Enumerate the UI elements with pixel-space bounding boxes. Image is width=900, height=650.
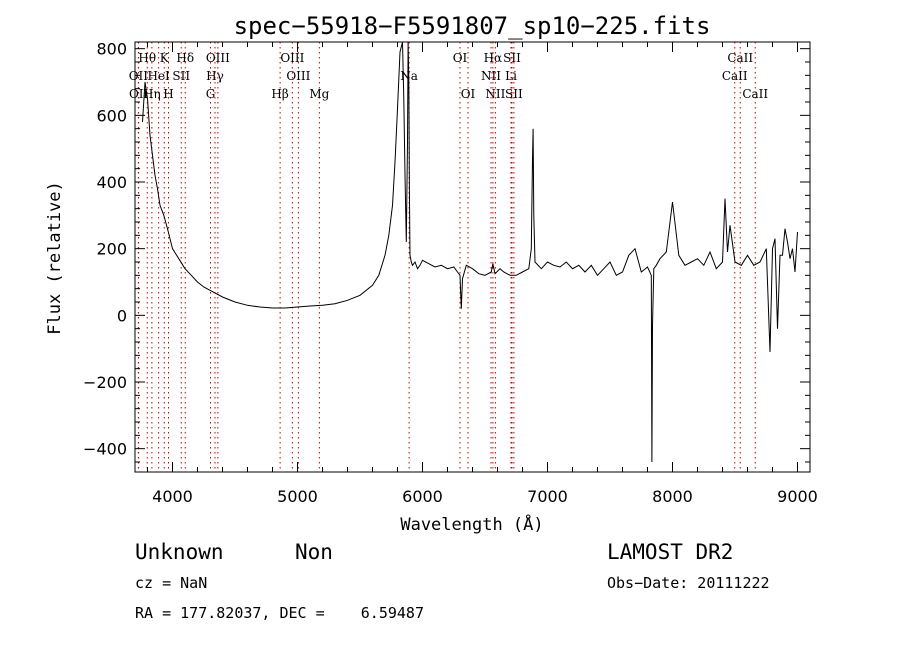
y-tick-label: −200: [83, 373, 127, 392]
y-axis: −400 −200 0 200 400 600 800: [83, 40, 810, 463]
coordinates: RA = 177.82037, DEC = 6.59487: [135, 604, 424, 622]
line-label: Mg: [309, 87, 329, 101]
y-tick-label: 800: [96, 40, 127, 59]
line-label: G: [206, 87, 216, 101]
line-label: NII: [481, 69, 501, 83]
x-axis: 4000 5000 6000 7000 8000 9000: [147, 42, 818, 506]
x-axis-label: Wavelength (Å): [400, 513, 543, 535]
line-label: OI: [461, 87, 476, 101]
line-label: SII: [503, 51, 521, 65]
x-tick-label: 7000: [527, 487, 568, 506]
y-tick-label: −400: [83, 440, 127, 459]
y-tick-label: 600: [96, 106, 127, 125]
line-label: Hδ: [176, 51, 194, 65]
obs-date: Obs−Date: 20111222: [607, 574, 770, 592]
line-label: Li: [505, 69, 517, 83]
line-label: CaII: [722, 69, 748, 83]
object-subclass: Non: [295, 540, 333, 564]
line-label: Hα: [484, 51, 503, 65]
line-label: Hβ: [271, 87, 288, 101]
y-tick-label: 200: [96, 240, 127, 259]
line-label: Hθ: [138, 51, 156, 65]
line-label: OI: [453, 51, 468, 65]
line-label: OIII: [286, 69, 310, 83]
line-label: CaII: [727, 51, 753, 65]
x-tick-label: 5000: [277, 487, 318, 506]
spectrum-line: [142, 41, 798, 463]
x-tick-label: 4000: [152, 487, 193, 506]
line-markers: [137, 42, 756, 472]
line-label: OIII: [206, 51, 230, 65]
line-label: K: [160, 51, 170, 65]
survey-name: LAMOST DR2: [607, 540, 734, 564]
object-class: Unknown: [135, 540, 224, 564]
x-tick-label: 9000: [777, 487, 818, 506]
line-label: H: [163, 87, 173, 101]
redshift-cz: cz = NaN: [135, 574, 208, 592]
line-label: SII: [172, 69, 190, 83]
line-label: Hγ: [206, 69, 224, 83]
plot-frame: [134, 41, 811, 473]
chart-title: spec−55918−F5591807_sp10−225.fits: [234, 12, 711, 40]
x-tick-label: 6000: [402, 487, 443, 506]
line-label: OIII: [280, 51, 304, 65]
line-label: NII: [485, 87, 505, 101]
x-tick-label: 8000: [652, 487, 693, 506]
line-label: HeI: [147, 69, 170, 83]
line-label: OII: [129, 69, 149, 83]
y-axis-label: Flux (relative): [45, 181, 65, 335]
line-label: SII: [505, 87, 523, 101]
line-label: CaII: [742, 87, 768, 101]
y-tick-label: 0: [117, 306, 127, 325]
y-tick-label: 400: [96, 173, 127, 192]
